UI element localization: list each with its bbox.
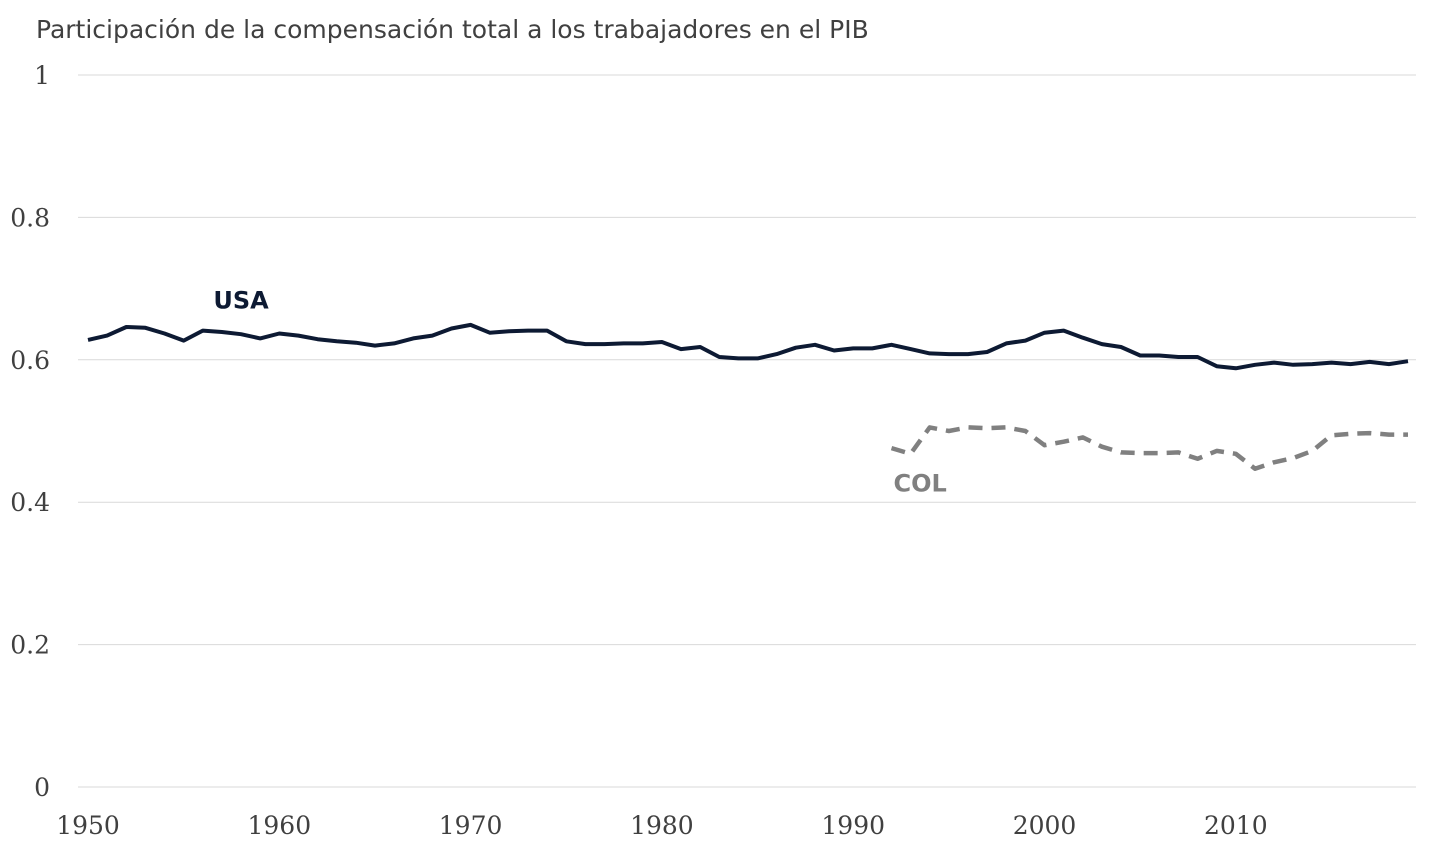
y-axis-tick-labels: 0 0.2 0.4 0.6 0.8 1 (10, 61, 50, 802)
x-tick-label: 1970 (439, 811, 503, 840)
chart-title: Participación de la compensación total a… (36, 15, 869, 44)
series-line-usa (87, 322, 1409, 371)
series-label-col: COL (894, 470, 947, 498)
y-tick-label: 0.6 (10, 346, 50, 375)
series-line-col (890, 425, 1408, 471)
series-label-usa: USA (213, 287, 269, 315)
y-tick-label: 0.4 (10, 488, 50, 517)
y-tick-label: 1 (34, 61, 50, 90)
series-labels: USA COL (213, 287, 946, 498)
x-tick-label: 1990 (821, 811, 885, 840)
x-tick-label: 1980 (630, 811, 694, 840)
y-tick-label: 0 (34, 773, 50, 802)
x-tick-label: 1950 (56, 811, 120, 840)
x-tick-label: 2010 (1204, 811, 1268, 840)
x-tick-label: 2000 (1013, 811, 1077, 840)
y-tick-label: 0.2 (10, 631, 50, 660)
x-tick-label: 1960 (247, 811, 311, 840)
y-tick-label: 0.8 (10, 203, 50, 232)
gridlines (78, 74, 1416, 788)
x-axis-tick-labels: 1950 1960 1970 1980 1990 2000 2010 (56, 811, 1267, 840)
series-lines (87, 322, 1409, 471)
